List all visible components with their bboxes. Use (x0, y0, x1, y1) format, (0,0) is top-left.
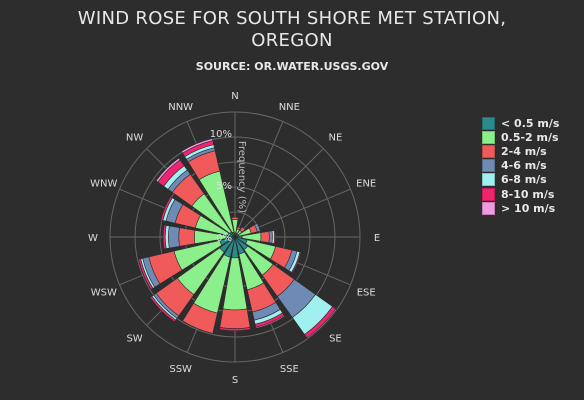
bar-nnw-series-6 (181, 138, 214, 154)
legend-swatch (482, 130, 495, 144)
legend-item[interactable]: 2-4 m/s (482, 144, 559, 158)
legend-label: < 0.5 m/s (501, 116, 560, 130)
direction-label-nne: NNE (279, 102, 300, 113)
bar-w-series-3 (168, 225, 180, 249)
legend-swatch (482, 201, 495, 215)
direction-label-e: E (374, 233, 380, 244)
radial-tick-label: 10% (210, 129, 232, 140)
chart-title-line-2: OREGON (251, 30, 333, 51)
legend-swatch (482, 144, 495, 158)
legend-item[interactable]: 4-6 m/s (482, 159, 559, 173)
bar-se-series-6 (306, 308, 338, 340)
radial-ticks: 0% 5% 10% Frequency (%) (210, 129, 247, 244)
legend-swatch (482, 187, 495, 201)
bar-ese-series-5 (291, 251, 302, 274)
legend-item[interactable]: 8-10 m/s (482, 187, 559, 201)
legend-item[interactable]: < 0.5 m/s (482, 116, 559, 130)
legend-label: > 10 m/s (501, 201, 556, 215)
legend-item[interactable]: 0.5-2 m/s (482, 130, 559, 144)
legend-label: 0.5-2 m/s (501, 130, 559, 144)
radial-tick-label: 0% (216, 233, 232, 244)
direction-label-wsw: WSW (91, 287, 117, 298)
legend-label: 4-6 m/s (501, 159, 547, 173)
direction-label-sse: SSE (280, 364, 299, 375)
grid-spoke (234, 148, 324, 238)
legend-swatch (482, 159, 495, 173)
direction-label-ese: ESE (357, 287, 376, 298)
legend-label: 2-4 m/s (501, 144, 547, 158)
bar-s-series-5 (219, 327, 251, 332)
legend: < 0.5 m/s 0.5-2 m/s 2-4 m/s 4-6 m/s 6-8 m/s 8… (482, 116, 559, 215)
direction-label-se: SE (329, 333, 342, 344)
bar-w-series-2 (178, 227, 196, 247)
chart-subtitle: SOURCE: OR.WATER.USGS.GOV (195, 60, 389, 73)
bar-n-series-2 (231, 216, 239, 220)
chart-title-line-1: WIND ROSE FOR SOUTH SHORE MET STATION, (77, 8, 507, 29)
bar-ssw-series-2 (182, 302, 218, 334)
direction-label-nnw: NNW (168, 102, 193, 113)
bar-w-series-5 (162, 224, 167, 250)
bar-wnw-series-5 (160, 196, 173, 221)
direction-label-s: S (232, 375, 238, 386)
direction-label-sw: SW (126, 333, 142, 344)
legend-item[interactable]: > 10 m/s (482, 201, 559, 215)
direction-label-n: N (231, 91, 238, 102)
bar-ene-series-3 (254, 222, 261, 233)
legend-item[interactable]: 6-8 m/s (482, 173, 559, 187)
direction-labels: N NNE NE ENE E ESE SE SSE S SSW SW WSW W WNW NW NNW (88, 91, 380, 386)
bar-nw-series-6 (155, 157, 181, 183)
direction-label-nw: NW (126, 133, 143, 144)
bar-e-series-5 (273, 229, 276, 245)
bar-s-series-2 (219, 308, 251, 329)
bar-ne-series-2 (239, 226, 246, 233)
grid-spoke (234, 121, 284, 238)
direction-label-w: W (88, 233, 98, 244)
legend-swatch (482, 116, 495, 130)
legend-label: 8-10 m/s (501, 187, 555, 201)
direction-label-wnw: WNW (90, 179, 117, 190)
direction-label-ssw: SSW (169, 364, 192, 375)
legend-label: 6-8 m/s (501, 173, 547, 187)
bar-wsw-series-5 (138, 258, 154, 290)
legend-swatch (482, 173, 495, 187)
radial-axis-title: Frequency (%) (236, 141, 247, 213)
wind-rose-bars (138, 138, 338, 340)
bar-e-series-2 (260, 230, 270, 244)
bar-nne-series-2 (236, 226, 241, 231)
direction-label-ne: NE (329, 133, 343, 144)
chart-title: WIND ROSE FOR SOUTH SHORE MET STATION, O… (0, 8, 584, 52)
radial-tick-label: 5% (216, 181, 232, 192)
direction-label-ene: ENE (356, 179, 376, 190)
bar-sw-series-5 (149, 295, 177, 323)
bar-sse-series-6 (255, 315, 286, 329)
